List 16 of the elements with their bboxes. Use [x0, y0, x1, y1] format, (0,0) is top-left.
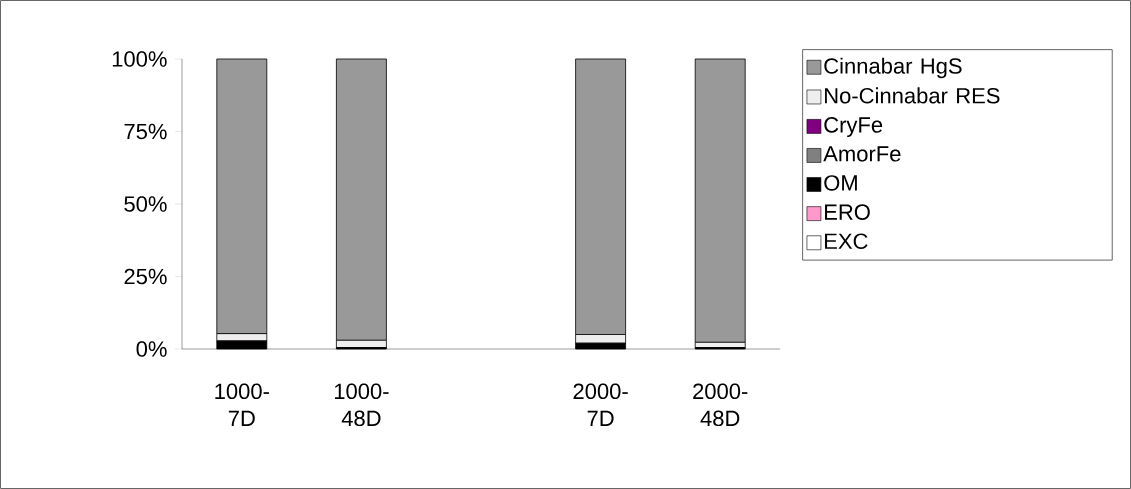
y-tick-label: 0%: [136, 341, 167, 357]
legend-label: ERO: [825, 204, 870, 220]
x-tick-label: 2000-7D: [573, 383, 628, 426]
y-tick-label: 50%: [124, 196, 167, 212]
legend-label: No-Cinnabar RES: [825, 87, 1000, 104]
x-tick-label: 1000-7D: [215, 383, 269, 426]
y-tick-label: 25%: [124, 268, 167, 285]
legend-label: Cinnabar HgS: [824, 57, 962, 79]
y-tick-label: 75%: [124, 123, 167, 140]
legend-label: AmorFe: [823, 146, 901, 162]
legend-label: CryFe: [824, 117, 883, 138]
y-tick-label: 100%: [112, 51, 167, 67]
x-tick-label: 2000-48D: [693, 383, 748, 427]
x-tick-label: 1000-48D: [334, 383, 389, 427]
legend-label: EXC: [825, 233, 868, 250]
legend-label: OM: [824, 175, 857, 191]
